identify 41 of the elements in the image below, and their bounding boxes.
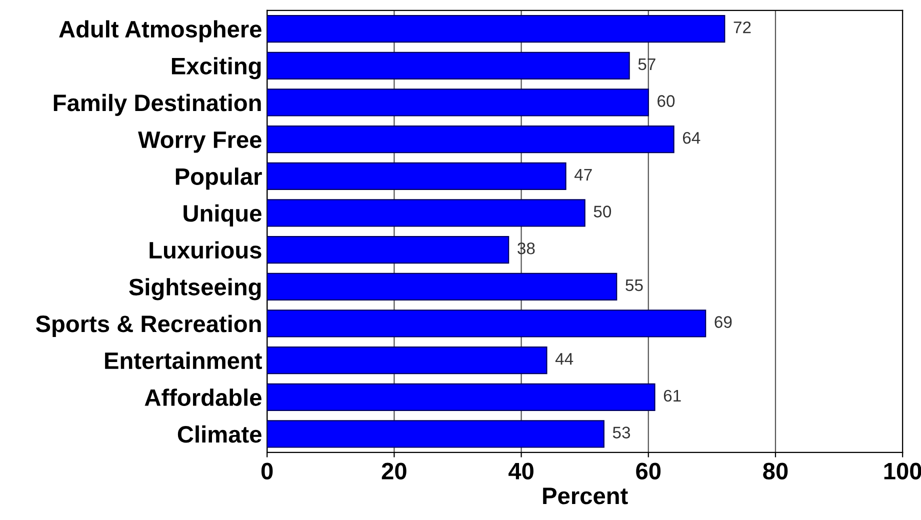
x-tick-label: 80 (763, 462, 788, 480)
x-axis-title: Percent (543, 488, 628, 504)
data-label: 72 (734, 21, 751, 34)
x-tick-label: 100 (884, 462, 921, 480)
y-tick-label: Affordable (144, 388, 262, 406)
y-tick-label: Luxurious (150, 241, 262, 259)
data-label: 44 (555, 353, 574, 365)
bar (267, 199, 586, 227)
data-label: 55 (626, 279, 643, 292)
x-tick-label: 20 (382, 462, 406, 480)
y-tick-label: Family Destination (54, 94, 261, 116)
data-label: 53 (612, 426, 630, 438)
data-label: 50 (594, 206, 612, 218)
data-label: 60 (658, 95, 675, 107)
y-tick-label: Entertainment (105, 352, 262, 370)
y-tick-label: Climate (178, 425, 262, 443)
y-tick-label: Popular (176, 168, 262, 190)
bar (267, 420, 604, 448)
bar (267, 272, 618, 300)
data-label: 61 (664, 390, 681, 402)
bar (267, 52, 630, 80)
bar (267, 15, 726, 43)
x-tick-label: 40 (508, 462, 534, 480)
x-tick-label: 60 (636, 462, 661, 480)
y-tick-label: Unique (184, 204, 262, 226)
bar (267, 310, 706, 338)
bar (267, 383, 656, 411)
y-tick-label: Worry Free (138, 132, 262, 153)
y-tick-label: Adult Atmosphere (59, 20, 262, 42)
bar (267, 346, 548, 374)
y-tick-label: Sightseeing (129, 278, 261, 300)
bar (267, 88, 649, 116)
bar (267, 236, 510, 264)
x-tick-label: 0 (261, 462, 273, 480)
data-label: 64 (682, 132, 700, 144)
data-label: 47 (574, 168, 592, 180)
data-label: 69 (714, 316, 732, 328)
y-tick-label: Exciting (172, 57, 261, 80)
bar (267, 126, 674, 154)
bar (267, 162, 566, 190)
y-tick-label: Sports & Recreation (36, 314, 261, 337)
